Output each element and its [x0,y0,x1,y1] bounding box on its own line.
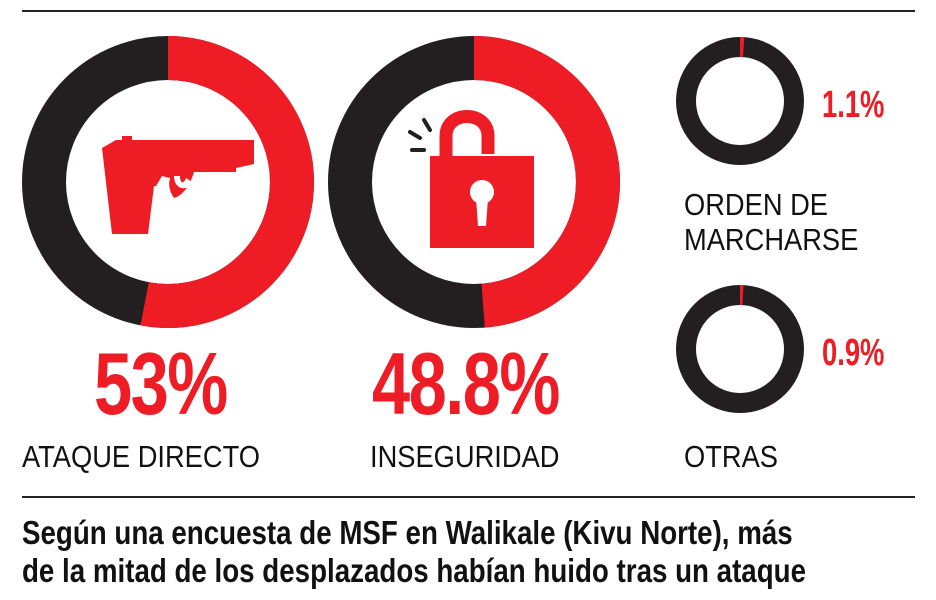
label-orden-line2: MARCHARSE [684,221,859,257]
pct-inseguridad: 48.8% [372,334,560,433]
open-padlock-icon [408,110,534,248]
donut-ataque-directo [22,36,314,328]
caption-line2: de la mitad de los desplazados habían hu… [22,552,807,589]
donut-slice-orden-de-marcharse [676,37,804,165]
break-lines-icon [408,118,432,152]
donut-slice-inseguridad [328,36,620,328]
label-otras: OTRAS [684,439,778,474]
label-inseguridad: INSEGURIDAD [370,439,560,474]
pistol-icon [102,136,254,234]
donut-orden-de-marcharse [676,37,804,165]
donut-track-otras [676,285,804,413]
donut-slice-ataque-directo [22,36,314,328]
pct-ataque-directo: 53% [94,334,228,433]
caption: Según una encuesta de MSF en Walikale (K… [22,514,912,590]
label-orden-de-marcharse: ORDEN DE MARCHARSE [684,187,859,257]
label-ataque-directo: ATAQUE DIRECTO [22,439,260,474]
caption-line1: Según una encuesta de MSF en Walikale (K… [22,514,793,551]
label-orden-line1: ORDEN DE [684,187,829,222]
bottom-rule [22,496,915,498]
donut-otras [676,285,804,413]
top-rule [22,10,915,12]
donut-slice-otras [676,285,804,413]
donut-inseguridad [328,36,620,328]
pct-otras: 0.9% [822,332,885,374]
donut-track-orden-de-marcharse [676,37,804,165]
pct-orden-de-marcharse: 1.1% [822,84,885,126]
